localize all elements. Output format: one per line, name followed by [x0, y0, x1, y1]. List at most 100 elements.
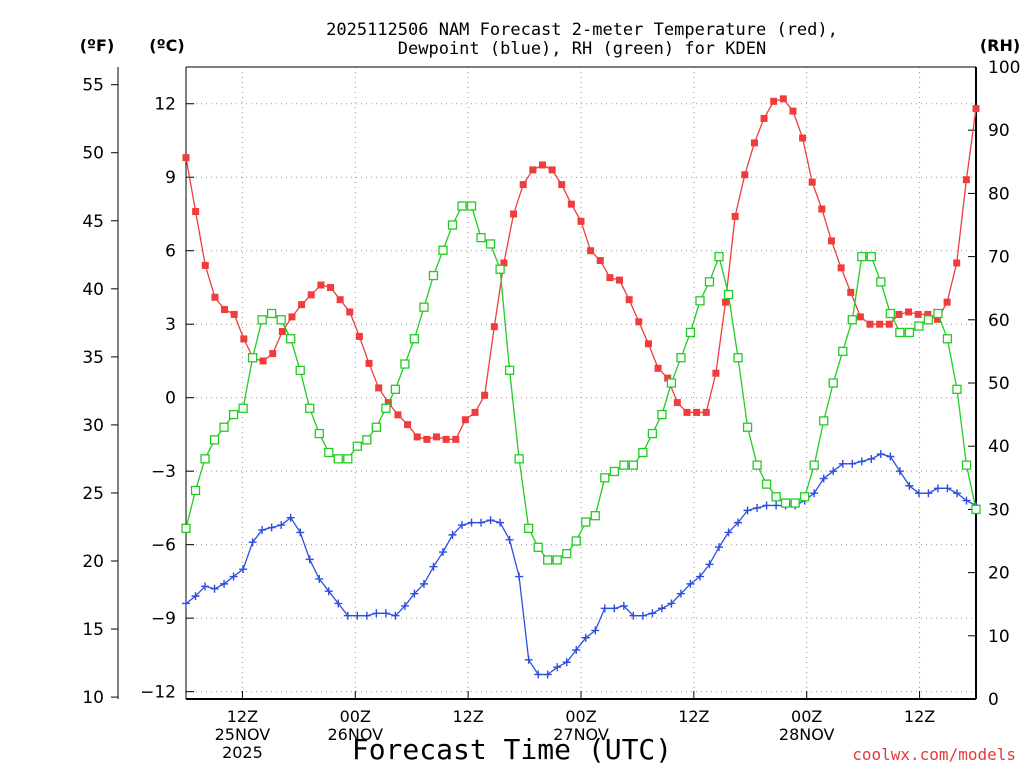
- fahrenheit-tick-label: 15: [82, 620, 104, 640]
- temperature-point: [962, 176, 970, 184]
- rh-point: [828, 378, 838, 388]
- celsius-tick-label: 12: [154, 95, 176, 115]
- dewpoint-point: [629, 611, 638, 620]
- dewpoint-point: [952, 489, 961, 498]
- dewpoint-point: [324, 587, 333, 596]
- dewpoint-point: [600, 604, 609, 613]
- temperature-point: [432, 433, 440, 441]
- temperature-point: [355, 332, 363, 340]
- dewpoint-point: [191, 592, 200, 601]
- temperature-point: [635, 318, 643, 326]
- temperature-point: [192, 208, 200, 216]
- dewpoint-point: [277, 521, 286, 530]
- temperature-point: [346, 308, 354, 316]
- x-tick-label: 2025: [222, 743, 263, 762]
- dewpoint-point: [201, 582, 210, 591]
- dewpoint-point: [876, 450, 885, 459]
- rh-point: [476, 232, 486, 243]
- x-tick-label: 12Z: [678, 707, 709, 726]
- x-tick-label: 27NOV: [553, 725, 609, 744]
- dewpoint-point: [705, 560, 714, 569]
- temperature-point: [924, 310, 932, 318]
- rh-point: [181, 523, 191, 534]
- rh-point: [657, 409, 667, 420]
- fahrenheit-tick-label: 50: [82, 144, 104, 164]
- dewpoint-point: [772, 501, 781, 510]
- dewpoint-point: [353, 611, 362, 620]
- x-tick-label: 00Z: [791, 707, 822, 726]
- dewpoint-point: [962, 496, 971, 505]
- rh-point: [752, 460, 762, 470]
- dewpoint-point: [381, 609, 390, 618]
- temperature-point: [779, 95, 787, 103]
- temperature-point: [856, 313, 864, 321]
- temperature-point: [221, 306, 229, 314]
- dewpoint-point: [496, 518, 505, 527]
- rh-point: [581, 517, 591, 527]
- dewpoint-point: [505, 535, 514, 544]
- celsius-tick-label: −12: [140, 683, 176, 703]
- temperature-point: [654, 364, 662, 372]
- dewpoint-point: [562, 658, 571, 667]
- x-tick-label: 12Z: [904, 707, 935, 726]
- dewpoint-point: [448, 530, 457, 539]
- dewpoint-point: [391, 611, 400, 620]
- temperature-point: [298, 301, 306, 309]
- temperature-point: [876, 320, 884, 328]
- x-tick-label: 12Z: [227, 707, 258, 726]
- rh-point: [685, 327, 696, 338]
- dewpoint-point: [515, 572, 524, 581]
- dewpoint-point: [572, 646, 581, 655]
- rh-point: [714, 251, 724, 262]
- temperature-point: [799, 134, 807, 142]
- dewpoint-point: [296, 528, 305, 537]
- rh-point: [209, 435, 220, 445]
- dewpoint-point: [648, 609, 657, 618]
- fahrenheit-tick-label: 25: [82, 484, 104, 504]
- dewpoint-point: [857, 457, 866, 466]
- rh-point: [790, 498, 800, 508]
- temperature-point: [307, 291, 315, 299]
- rh-point: [333, 454, 343, 464]
- dewpoint-point: [638, 611, 647, 620]
- rh-point: [914, 321, 924, 331]
- rh-point: [428, 270, 439, 281]
- rh-point: [543, 555, 553, 565]
- rh-point: [800, 492, 810, 502]
- temperature-point: [288, 313, 296, 321]
- temperature-point: [847, 288, 855, 296]
- rh-tick-label: 40: [988, 437, 1010, 457]
- dewpoint-point: [591, 626, 600, 635]
- temperature-point: [404, 421, 412, 429]
- rh-point: [552, 555, 562, 565]
- temperature-point: [905, 308, 913, 316]
- temperature-point: [789, 107, 797, 115]
- temperature-point: [827, 237, 835, 245]
- dewpoint-point: [819, 474, 828, 483]
- dewpoint-point: [248, 538, 257, 547]
- x-tick-label: 00Z: [340, 707, 371, 726]
- rh-point: [923, 315, 934, 325]
- temperature-point: [712, 369, 720, 377]
- temperature-point: [317, 281, 325, 289]
- temperature-point: [885, 320, 893, 328]
- temperature-point: [953, 259, 961, 267]
- celsius-tick-label: 6: [165, 242, 176, 262]
- x-tick-label: 26NOV: [327, 725, 383, 744]
- rh-tick-label: 80: [988, 184, 1010, 204]
- temperature-point: [664, 374, 672, 382]
- temperature-point: [442, 435, 450, 443]
- rh-point: [723, 289, 734, 300]
- temperature-point: [750, 139, 758, 147]
- rh-point: [438, 245, 448, 255]
- rh-point: [504, 365, 515, 376]
- series-layer: [181, 95, 981, 679]
- rh-point: [847, 315, 857, 325]
- rh-point: [895, 327, 905, 338]
- rh-point: [276, 315, 286, 325]
- dewpoint-point: [400, 601, 409, 610]
- rh-point: [514, 454, 524, 464]
- temperature-point: [596, 257, 604, 265]
- fahrenheit-tick-label: 35: [82, 348, 104, 368]
- dewpoint-point: [543, 670, 552, 679]
